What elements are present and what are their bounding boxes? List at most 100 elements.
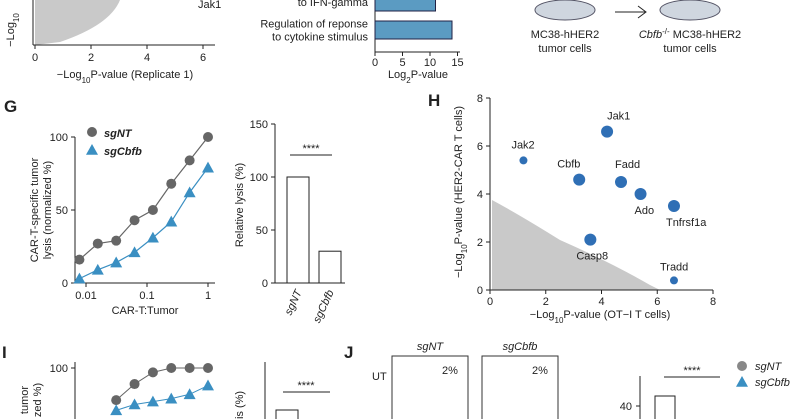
y-tick-label: 0: [62, 278, 68, 290]
x-axis-label-part: −Log: [57, 69, 82, 81]
cell-label-part: -/-: [662, 27, 670, 36]
panel-letter: J: [344, 343, 353, 362]
arrow: [615, 5, 647, 19]
panel-letter: I: [2, 343, 7, 362]
bar: [374, 0, 436, 12]
bar: [374, 20, 453, 40]
x-axis-label: CAR-T:Tumor: [112, 305, 179, 317]
x-axis-label-part: P-value (OT−I T cells): [563, 309, 670, 321]
point: [669, 276, 678, 285]
x-axis-label-part: 10: [555, 316, 564, 325]
bar: [654, 395, 676, 419]
x-tick-label: 0: [372, 57, 378, 69]
point: [165, 392, 178, 404]
bar: [318, 250, 342, 284]
point: [202, 161, 214, 173]
point: [147, 367, 158, 378]
bar: [286, 176, 310, 284]
y-tick-label: 50: [56, 205, 68, 217]
y-tick-label: 40: [620, 401, 632, 413]
point: [128, 246, 141, 258]
point: [184, 155, 195, 166]
significance: ****: [683, 365, 701, 377]
x-tick-label: 0.01: [75, 290, 96, 302]
legend-marker: [737, 361, 747, 371]
legend-marker: [87, 127, 97, 137]
y-axis-label-part: 10: [12, 13, 21, 22]
cell-label: Cbfb-/- MC38-hHER2: [639, 27, 741, 42]
x-axis-label: Log2P-value: [388, 69, 448, 85]
y-axis-label: is (%): [234, 391, 246, 419]
y-tick-label: 100: [250, 172, 268, 184]
cell-label-part: Cbfb: [639, 29, 662, 41]
point: [634, 188, 647, 200]
y-axis-label-part: 10: [460, 244, 469, 253]
x-tick-label: 4: [598, 296, 604, 308]
point: [601, 125, 614, 138]
y-tick-label: 50: [256, 225, 268, 237]
column-label: sgCbfb: [503, 341, 538, 353]
row-label: UT: [372, 371, 387, 383]
point: [166, 178, 177, 189]
cell-label: MC38-hHER2: [531, 29, 599, 41]
legend-marker: [736, 376, 748, 387]
y-axis-label: zed %): [32, 383, 44, 417]
y-axis-label-part: P-value (HER2-CAR T cells): [453, 106, 465, 244]
x-axis-label-part: 2: [406, 76, 411, 85]
significance: ****: [302, 143, 320, 155]
y-tick-label: 100: [50, 363, 68, 375]
x-tick-label: sgCbfb: [311, 288, 337, 325]
point: [202, 379, 214, 391]
y-axis-label: Relative lysis (%): [234, 163, 246, 247]
point: [110, 256, 123, 268]
point: [111, 395, 122, 406]
x-tick-label: 15: [451, 57, 463, 69]
y-tick-label: 4: [477, 189, 483, 201]
point: [129, 215, 140, 226]
point: [166, 363, 177, 373]
point: [73, 272, 86, 284]
point: [573, 173, 586, 186]
flow-plot: [391, 355, 469, 419]
point: [110, 404, 123, 416]
x-axis-label: −Log10P-value (Replicate 1): [57, 69, 193, 85]
x-tick-label: 2: [543, 296, 549, 308]
x-axis-label-part: P-value (Replicate 1): [90, 69, 193, 81]
point: [74, 254, 85, 265]
y-tick-label: 150: [250, 119, 268, 131]
annotation: Jak1: [198, 0, 221, 11]
point: [111, 235, 122, 246]
y-axis-label-part: −Log: [5, 22, 17, 47]
point-label: Tnfrsf1a: [666, 217, 707, 229]
y-tick-label: 0: [477, 285, 483, 297]
legend-label: sgNT: [104, 128, 133, 140]
cell-icon: [534, 0, 596, 21]
cell-label: tumor cells: [538, 43, 592, 55]
legend-label: sgCbfb: [104, 146, 142, 158]
point: [184, 363, 195, 373]
x-axis-label-part: −Log: [530, 309, 555, 321]
point-cloud: [35, 0, 120, 45]
x-axis-label-part: P-value: [411, 69, 448, 81]
point: [584, 233, 597, 246]
cell-icon: [659, 0, 721, 21]
point: [146, 231, 159, 243]
gate-percent: 2%: [532, 365, 548, 377]
category-label: to cytokine stimulus: [272, 32, 368, 44]
y-tick-label: 100: [50, 132, 68, 144]
y-tick-label: 2: [477, 237, 483, 249]
x-tick-label: 0.1: [139, 290, 154, 302]
point: [519, 156, 528, 165]
point-label: Jak2: [511, 139, 534, 151]
point: [203, 132, 213, 142]
panel-letter: G: [4, 97, 17, 116]
y-axis-label: −Log10: [5, 13, 21, 47]
point: [92, 238, 103, 249]
point-cloud: [492, 200, 660, 290]
gate-percent: 2%: [442, 365, 458, 377]
point-label: Fadd: [615, 159, 640, 171]
category-label: Regulation of reponse: [260, 19, 368, 31]
legend-label: sgNT: [755, 361, 783, 373]
x-axis-label: −Log10P-value (OT−I T cells): [530, 309, 671, 325]
